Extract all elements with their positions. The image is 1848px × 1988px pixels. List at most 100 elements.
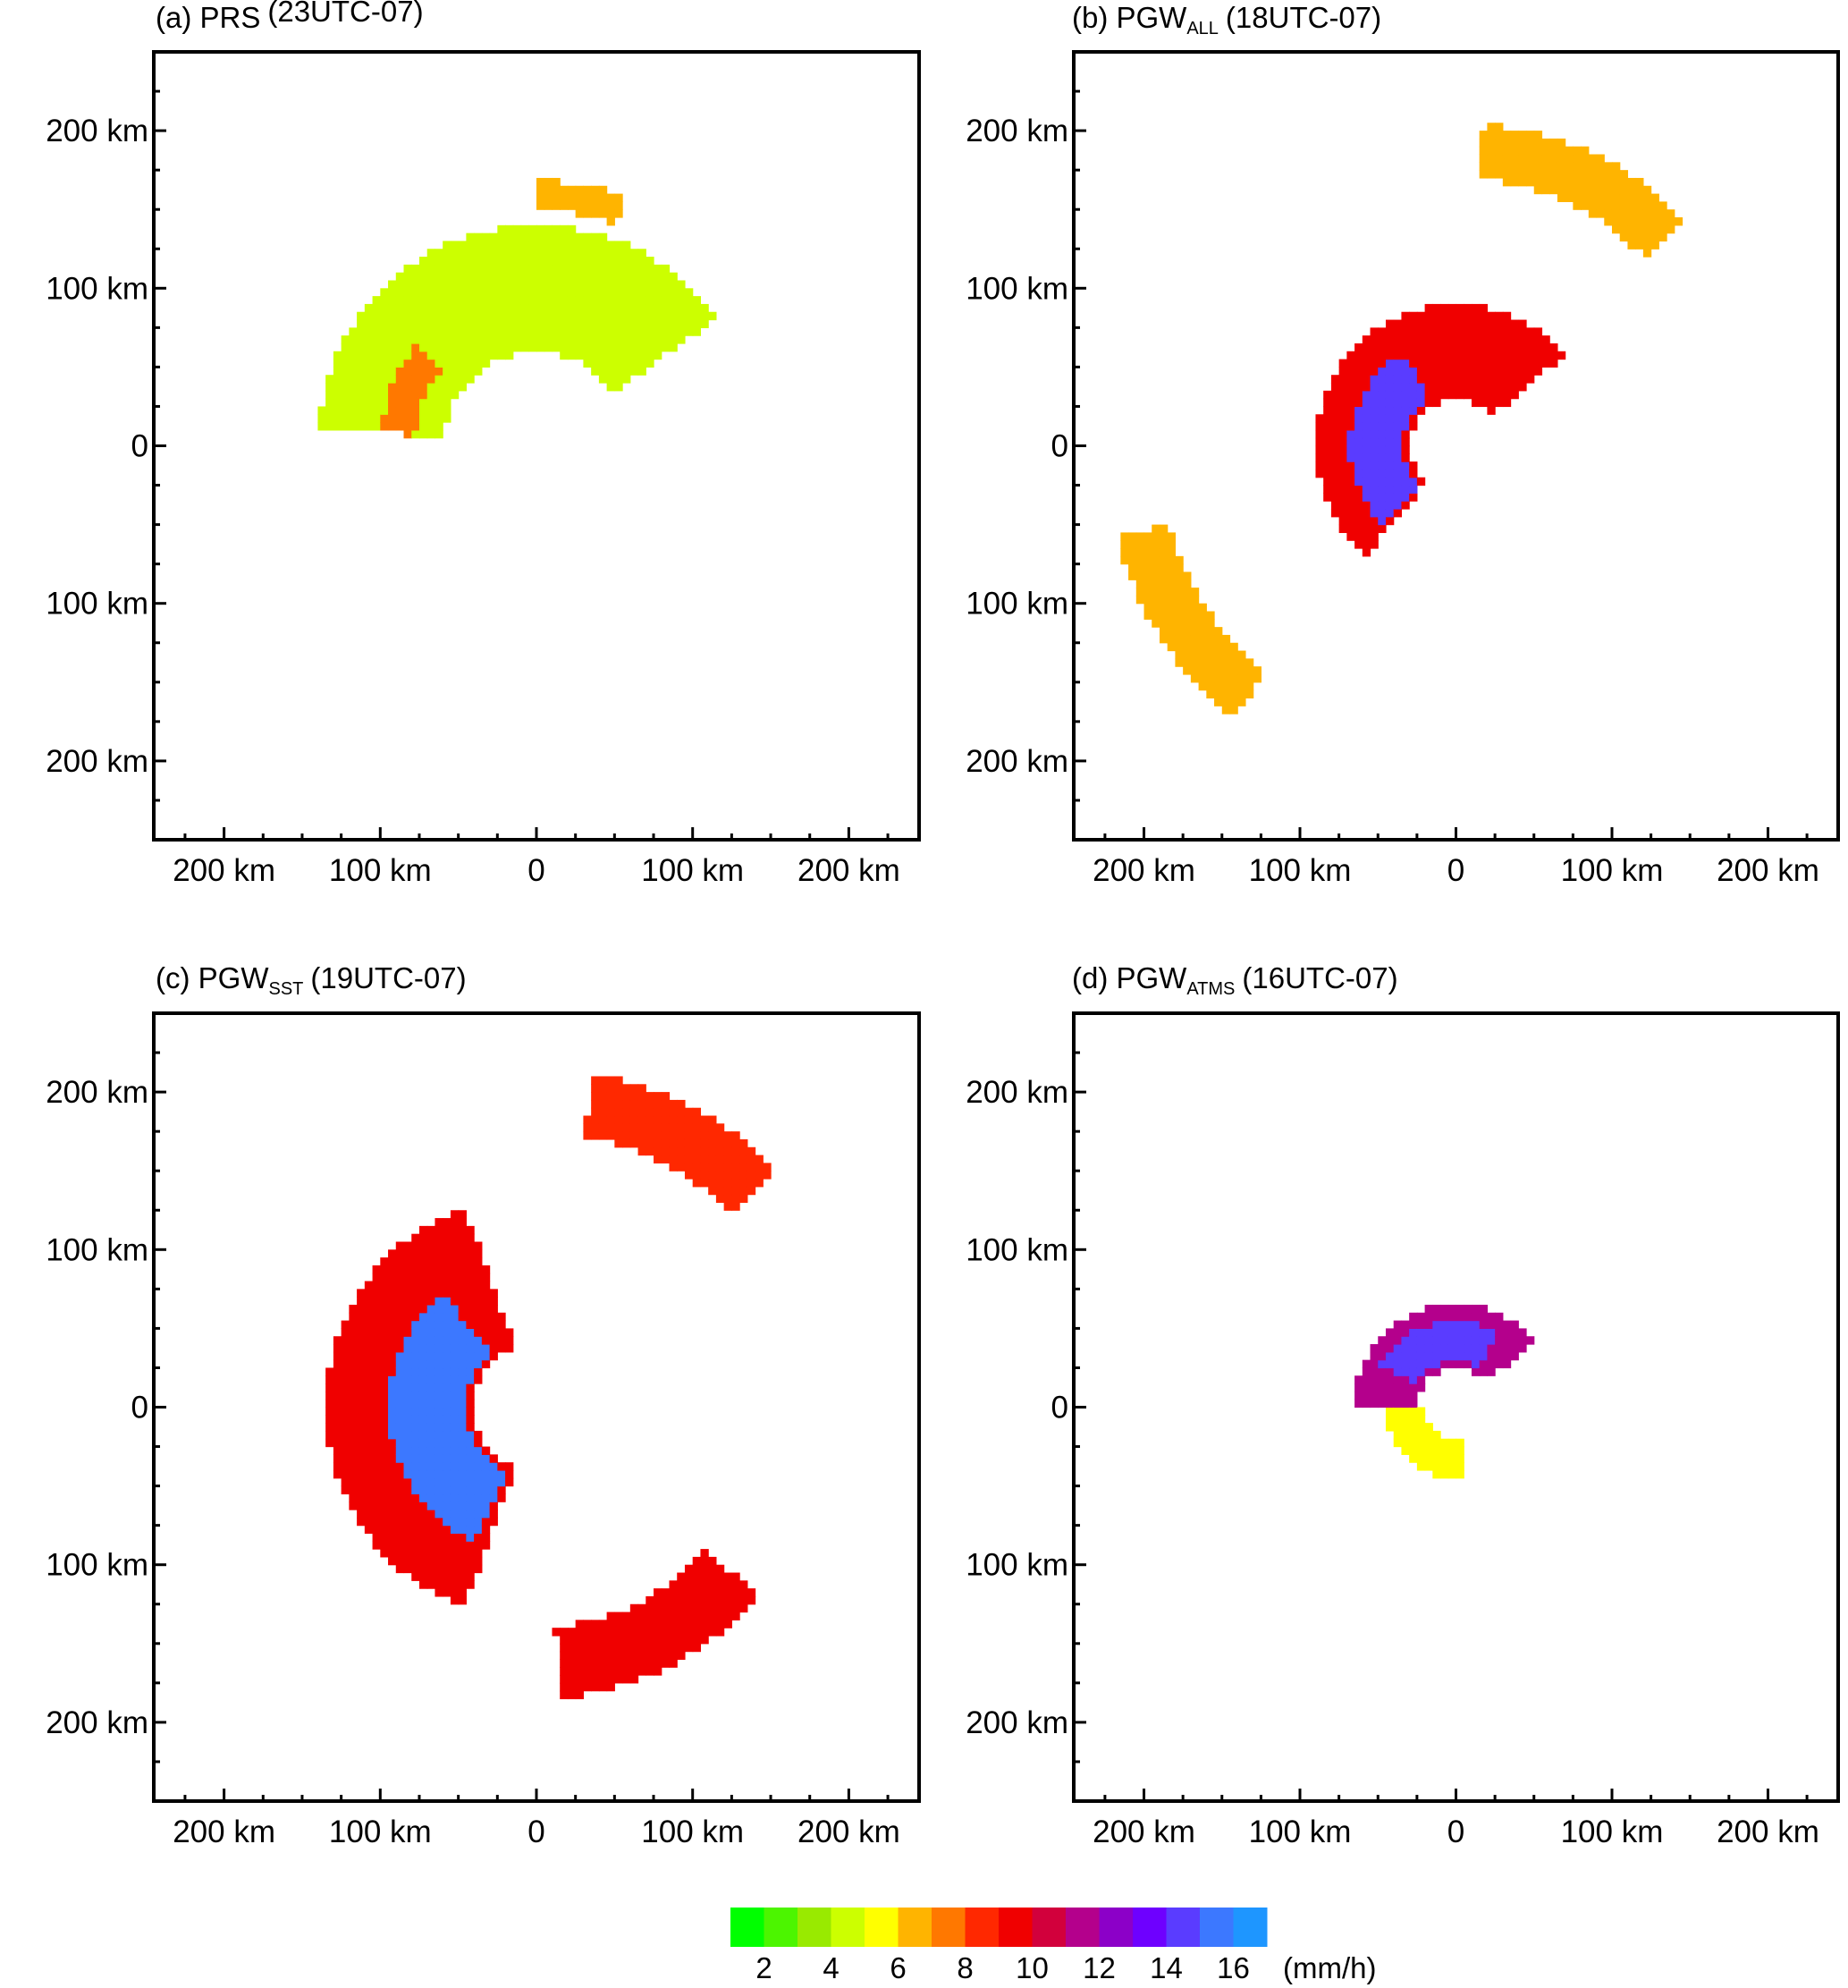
rain-cell <box>591 1115 600 1124</box>
rain-cell <box>1416 1454 1426 1463</box>
rain-cell <box>380 1525 389 1535</box>
rain-cell <box>364 1502 374 1510</box>
rain-cell <box>715 1163 725 1172</box>
rain-cell <box>435 1423 443 1432</box>
rain-cell <box>1456 390 1464 400</box>
rain-cell <box>677 1595 686 1605</box>
rain-cell <box>403 1399 412 1409</box>
rain-cell <box>575 1667 584 1676</box>
rain-cell <box>435 343 443 352</box>
rain-cell <box>1424 367 1433 376</box>
rain-cell <box>497 1469 506 1479</box>
rain-cell <box>669 319 678 328</box>
rain-cell <box>669 1155 678 1163</box>
rain-cell <box>372 367 381 376</box>
rain-cell <box>505 296 514 305</box>
rain-cell <box>1198 673 1207 683</box>
rain-cell <box>450 1233 460 1243</box>
rain-cell <box>1416 1375 1426 1384</box>
rain-cell <box>395 1273 405 1282</box>
rain-cell <box>646 335 654 344</box>
rain-cell <box>575 264 584 274</box>
rain-cell <box>560 1628 569 1637</box>
rain-cell <box>1573 154 1582 163</box>
rain-cell <box>614 319 623 328</box>
rain-cell <box>443 390 451 400</box>
colorbar-labels: 2 4 6 8 10 12 14 16 <box>755 1951 1250 1984</box>
rain-cell <box>1354 485 1363 494</box>
rain-cell <box>458 280 467 289</box>
rain-cell <box>1565 185 1574 195</box>
rain-cell <box>357 1304 366 1314</box>
rain-cell <box>357 1320 366 1329</box>
rain-cell <box>1346 351 1355 360</box>
rain-cell <box>661 311 671 321</box>
rain-cell <box>544 224 553 234</box>
rain-cell <box>1619 233 1629 242</box>
rain-cell <box>403 367 412 376</box>
rain-cell <box>426 288 436 297</box>
rain-cell <box>1541 146 1550 156</box>
rain-cell <box>1393 1391 1403 1400</box>
rain-cell <box>1464 1336 1472 1345</box>
rain-cell <box>1338 398 1347 408</box>
y-tick-label: 200 km <box>46 744 148 779</box>
rain-cell <box>489 249 498 258</box>
rain-cell <box>1221 650 1231 659</box>
x-tick-label: 0 <box>1447 1815 1464 1849</box>
rain-cell <box>715 1620 725 1628</box>
rain-cell <box>654 1603 662 1613</box>
rain-cell <box>700 311 709 321</box>
rain-cell <box>395 1257 405 1266</box>
rain-cell <box>435 1493 443 1502</box>
colorbar-swatch <box>965 1908 1000 1947</box>
rain-cell <box>1393 359 1403 368</box>
x-tick-label: 100 km <box>641 853 744 888</box>
rain-cell <box>1416 327 1426 336</box>
rain-cell <box>1346 422 1355 431</box>
rain-cell <box>661 264 671 274</box>
rain-cell <box>372 351 381 360</box>
rain-cell <box>435 1549 443 1558</box>
y-tick-label: 200 km <box>966 1705 1068 1740</box>
rain-cell <box>1619 201 1629 210</box>
rain-cell <box>1378 437 1387 447</box>
rain-cell <box>466 1549 475 1558</box>
rain-cell <box>552 303 561 313</box>
rain-cell <box>1479 335 1488 344</box>
rain-cell <box>474 327 483 336</box>
rain-cell <box>333 414 342 423</box>
rain-cell <box>1385 1391 1395 1400</box>
rain-cell <box>435 1541 443 1550</box>
rain-cell <box>481 311 491 321</box>
rain-cell <box>435 1556 443 1566</box>
rain-cell <box>629 1659 639 1668</box>
rain-cell <box>1152 524 1160 534</box>
rain-cell <box>583 1131 592 1140</box>
rain-cell <box>629 1084 639 1093</box>
rain-cell <box>380 1446 389 1455</box>
rain-cell <box>669 1595 678 1605</box>
rain-cell <box>481 249 491 258</box>
rain-cell <box>1214 627 1223 636</box>
rain-cell <box>661 272 671 282</box>
rain-cell <box>1370 422 1379 431</box>
y-tick-label: 0 <box>1051 1391 1068 1425</box>
rain-cell <box>481 1359 491 1369</box>
rain-cell <box>661 296 671 305</box>
rain-cell <box>614 375 623 384</box>
rain-cell <box>443 367 451 376</box>
rain-cell <box>1456 351 1464 360</box>
rain-cell <box>1495 351 1504 360</box>
rain-cell <box>418 296 428 305</box>
rain-cell <box>372 414 381 423</box>
rain-cell <box>333 1359 342 1369</box>
rain-cell <box>1510 327 1519 336</box>
rain-cell <box>512 327 522 336</box>
rain-cell <box>715 1580 725 1589</box>
rain-cell <box>1159 595 1169 605</box>
rain-cell <box>1346 516 1355 526</box>
rain-cell <box>349 335 358 344</box>
rain-cell <box>388 1336 397 1345</box>
rain-cell <box>395 1549 405 1558</box>
